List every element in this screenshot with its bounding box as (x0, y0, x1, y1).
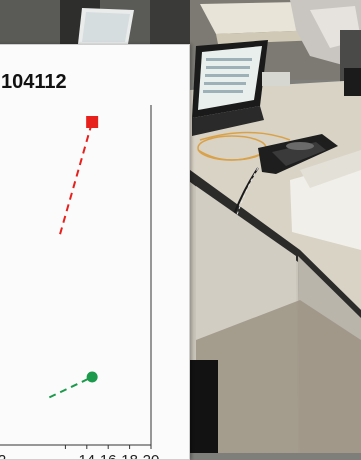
series-line (59, 121, 94, 235)
series-line (48, 376, 93, 399)
white-tray (200, 2, 322, 44)
paper-sheets (290, 150, 361, 250)
laptop (192, 40, 268, 136)
x-tick-label: 20 (143, 452, 160, 459)
chart-printout: 2 14 16 18 20 104112 (0, 44, 190, 460)
handheld-meter (258, 134, 338, 174)
chart: 2 14 16 18 20 (0, 105, 160, 459)
x-tick-label: 18 (121, 452, 138, 459)
series-point-square (86, 116, 99, 128)
chart-title: 104112 (1, 71, 67, 93)
series-point-circle (86, 371, 98, 383)
x-tick-label: 16 (100, 452, 117, 459)
x-tick-label: 14 (78, 452, 95, 459)
x-tick-label: 2 (0, 452, 6, 459)
laptop-top-left (78, 8, 134, 44)
